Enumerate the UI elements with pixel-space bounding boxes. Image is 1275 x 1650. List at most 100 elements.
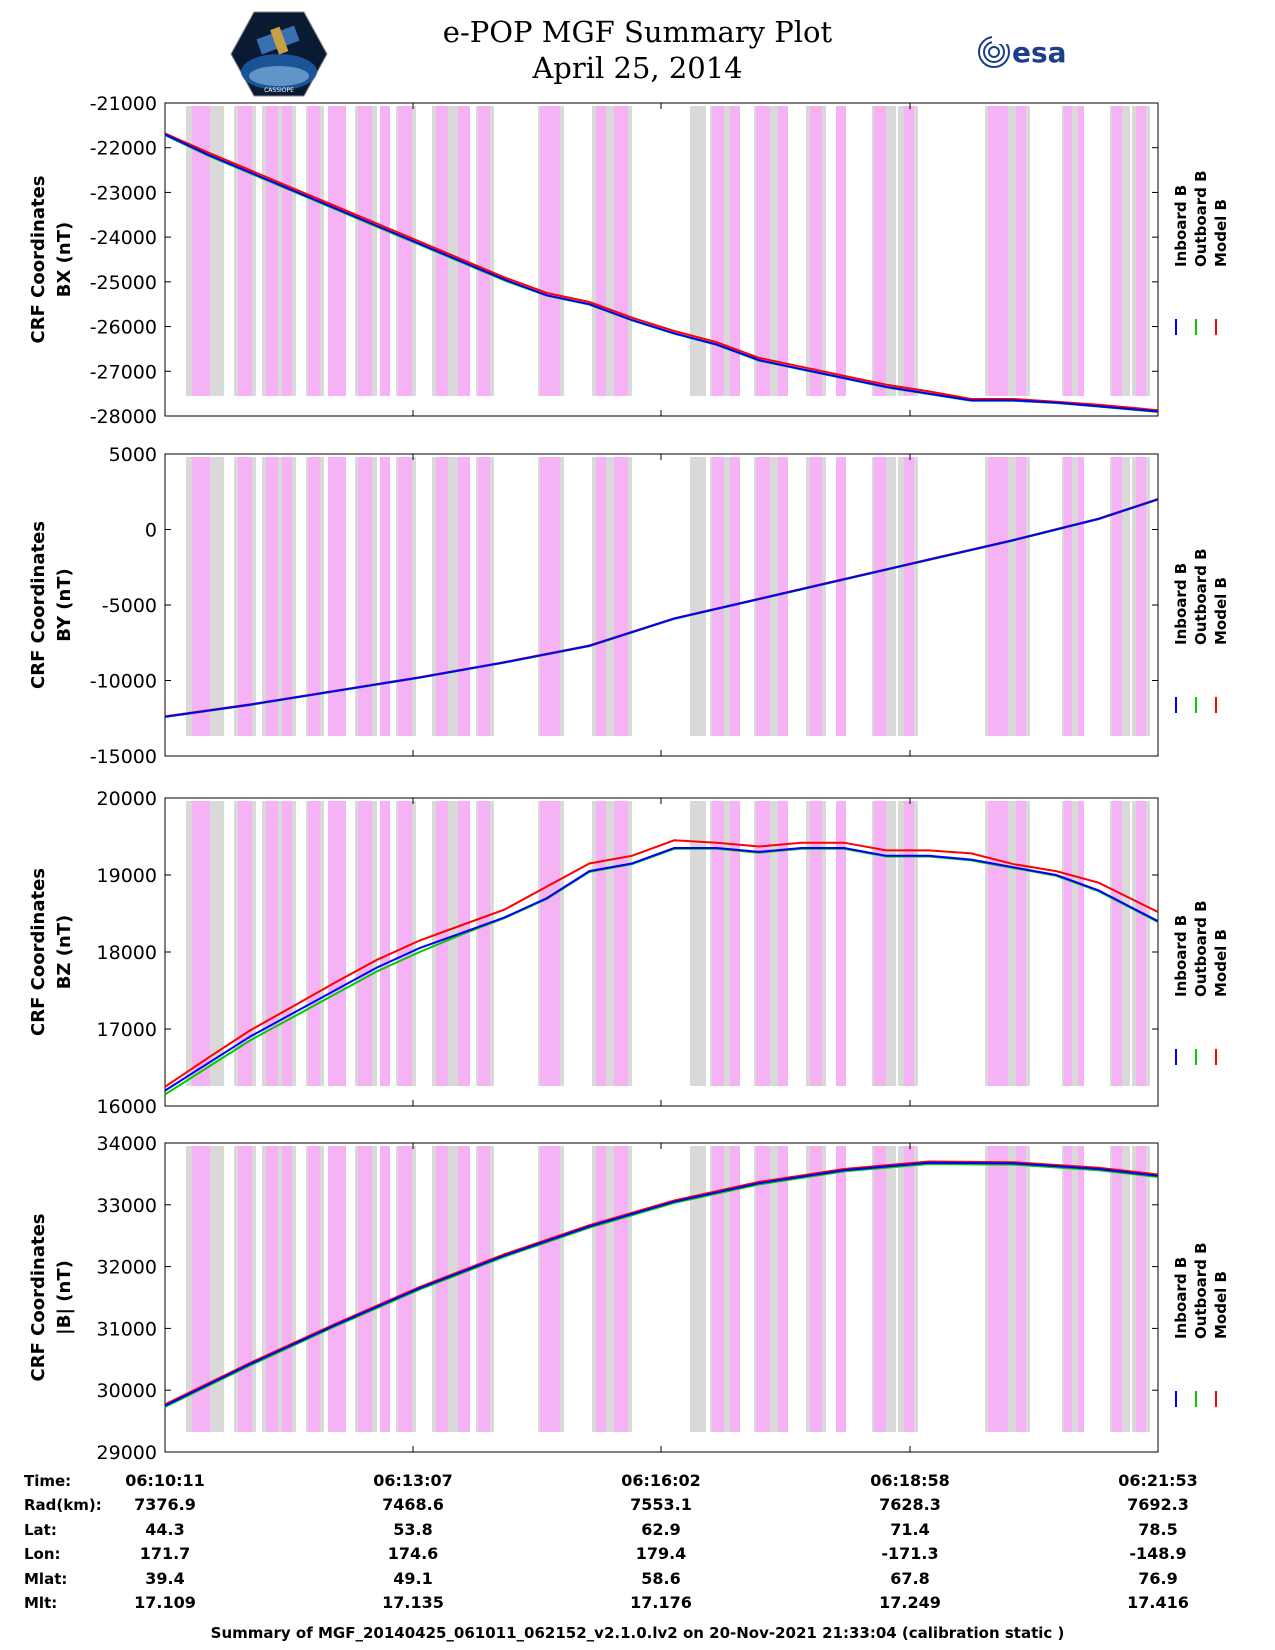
y-axis-label: CRF Coordinates BZ (nT) — [28, 868, 75, 1036]
y-axis-label-line: BZ (nT) — [54, 915, 75, 990]
cassiope-logo: CASSIOPE — [230, 11, 328, 97]
shade-band-pink — [458, 106, 470, 396]
shade-band-pink — [398, 1146, 412, 1432]
shade-band-pink — [778, 106, 788, 396]
legend-label: Model B — [1212, 1271, 1230, 1339]
legend-label: Inboard B — [1172, 915, 1190, 997]
legend: Inboard B Outboard B Model B — [1172, 1242, 1230, 1339]
shade-band-pink — [358, 1146, 372, 1432]
ephemeris-value: 06:18:58 — [870, 1471, 950, 1490]
shade-band-pink — [282, 1146, 292, 1432]
shade-band-pink — [308, 1146, 320, 1432]
ephemeris-value: 71.4 — [890, 1520, 929, 1539]
shade-band-pink — [596, 801, 606, 1086]
y-axis-label: CRF Coordinates BY (nT) — [28, 521, 75, 689]
shade-band-pink — [614, 457, 628, 736]
shade-band-pink — [238, 106, 252, 396]
legend-label: Outboard B — [1192, 170, 1210, 267]
shade-band-pink — [282, 457, 292, 736]
shade-band-pink — [614, 1146, 628, 1432]
shade-band-pink — [458, 457, 470, 736]
shade-band-pink — [756, 457, 770, 736]
shade-band-pink — [712, 801, 724, 1086]
ephemeris-value: 06:16:02 — [621, 1471, 701, 1490]
ephemeris-value: 179.4 — [636, 1544, 687, 1563]
shade-band-pink — [778, 801, 788, 1086]
shade-band-pink — [238, 1146, 252, 1432]
shade-band-pink — [192, 106, 210, 396]
shade-band-pink — [756, 801, 770, 1086]
shade-band-pink — [874, 457, 886, 736]
shade-band-pink — [328, 1146, 346, 1432]
shade-band-pink — [328, 457, 346, 736]
legend: Inboard B Outboard B Model B — [1172, 170, 1230, 267]
shade-band-pink — [1078, 1146, 1084, 1432]
shade-band-pink — [712, 1146, 724, 1432]
y-tick-label: 0 — [145, 520, 157, 542]
shade-band-pink — [988, 1146, 1008, 1432]
shade-band-pink — [1016, 1146, 1026, 1432]
y-tick-label: -21000 — [90, 93, 157, 115]
shade-band-pink — [810, 457, 822, 736]
footer-summary: Summary of MGF_20140425_061011_062152_v2… — [210, 1624, 1065, 1642]
shade-band-pink — [478, 106, 490, 396]
esa-logo-text: esa — [1012, 36, 1067, 69]
y-tick-label: 34000 — [97, 1133, 157, 1155]
y-axis-label-line: CRF Coordinates — [28, 1214, 49, 1382]
legend-label: Outboard B — [1192, 1242, 1210, 1339]
ephemeris-value: 171.7 — [140, 1544, 191, 1563]
shade-band-pink — [836, 106, 846, 396]
shade-band-pink — [458, 1146, 470, 1432]
shade-band-pink — [756, 106, 770, 396]
y-tick-label: -27000 — [90, 361, 157, 383]
shade-band-pink — [836, 457, 846, 736]
ephemeris-value: 17.135 — [382, 1593, 444, 1612]
shade-band-pink — [1136, 801, 1146, 1086]
shade-band-pink — [1064, 457, 1072, 736]
esa-logo: esa — [978, 36, 1067, 69]
ephemeris-value: 7553.1 — [630, 1495, 692, 1514]
shade-band-pink — [192, 1146, 210, 1432]
shade-band-pink — [1112, 801, 1122, 1086]
y-tick-label: -24000 — [90, 227, 157, 249]
shade-band-pink — [540, 801, 560, 1086]
shade-band-pink — [810, 1146, 822, 1432]
shade-band-pink — [1136, 106, 1146, 396]
series-line-model-b — [164, 839, 1159, 1088]
shade-band-pink — [266, 1146, 278, 1432]
legend-label: Inboard B — [1172, 563, 1190, 645]
y-axis-label-line: CRF Coordinates — [28, 176, 49, 344]
legend: Inboard B Outboard B Model B — [1172, 900, 1230, 997]
series-line-outboard-b — [164, 1162, 1159, 1408]
y-axis-label-line: CRF Coordinates — [28, 868, 49, 1036]
shade-band-pink — [904, 801, 914, 1086]
shade-band-pink — [192, 801, 210, 1086]
y-axis-label: CRF Coordinates BX (nT) — [28, 176, 75, 344]
shade-band-pink — [1064, 801, 1072, 1086]
shade-band-pink — [540, 1146, 560, 1432]
ephemeris-value: 44.3 — [145, 1520, 184, 1539]
shade-band-pink — [380, 1146, 390, 1432]
shade-band-pink — [458, 801, 470, 1086]
shade-band-pink — [1078, 801, 1084, 1086]
legend-label: Model B — [1212, 577, 1230, 645]
shade-band-pink — [308, 801, 320, 1086]
ephemeris-row-label: Mlt: — [24, 1594, 57, 1612]
shade-band-pink — [904, 106, 914, 396]
shade-band-pink — [836, 801, 846, 1086]
ephemeris-row-label: Lon: — [24, 1545, 61, 1563]
page-title: e-POP MGF Summary Plot April 25, 2014 — [0, 14, 1275, 86]
ephemeris-value: 49.1 — [393, 1569, 432, 1588]
shade-band-pink — [730, 106, 740, 396]
series-line-inboard-b — [164, 133, 1159, 413]
shade-band-pink — [238, 801, 252, 1086]
ephemeris-value: 06:10:11 — [125, 1471, 205, 1490]
shade-band-pink — [988, 457, 1008, 736]
series-line-inboard-b — [164, 498, 1159, 718]
y-tick-label: 18000 — [97, 942, 157, 964]
series-line-inboard-b — [164, 1161, 1159, 1407]
shade-band-pink — [1078, 457, 1084, 736]
y-tick-label: -23000 — [90, 182, 157, 204]
shade-band-pink — [836, 1146, 846, 1432]
